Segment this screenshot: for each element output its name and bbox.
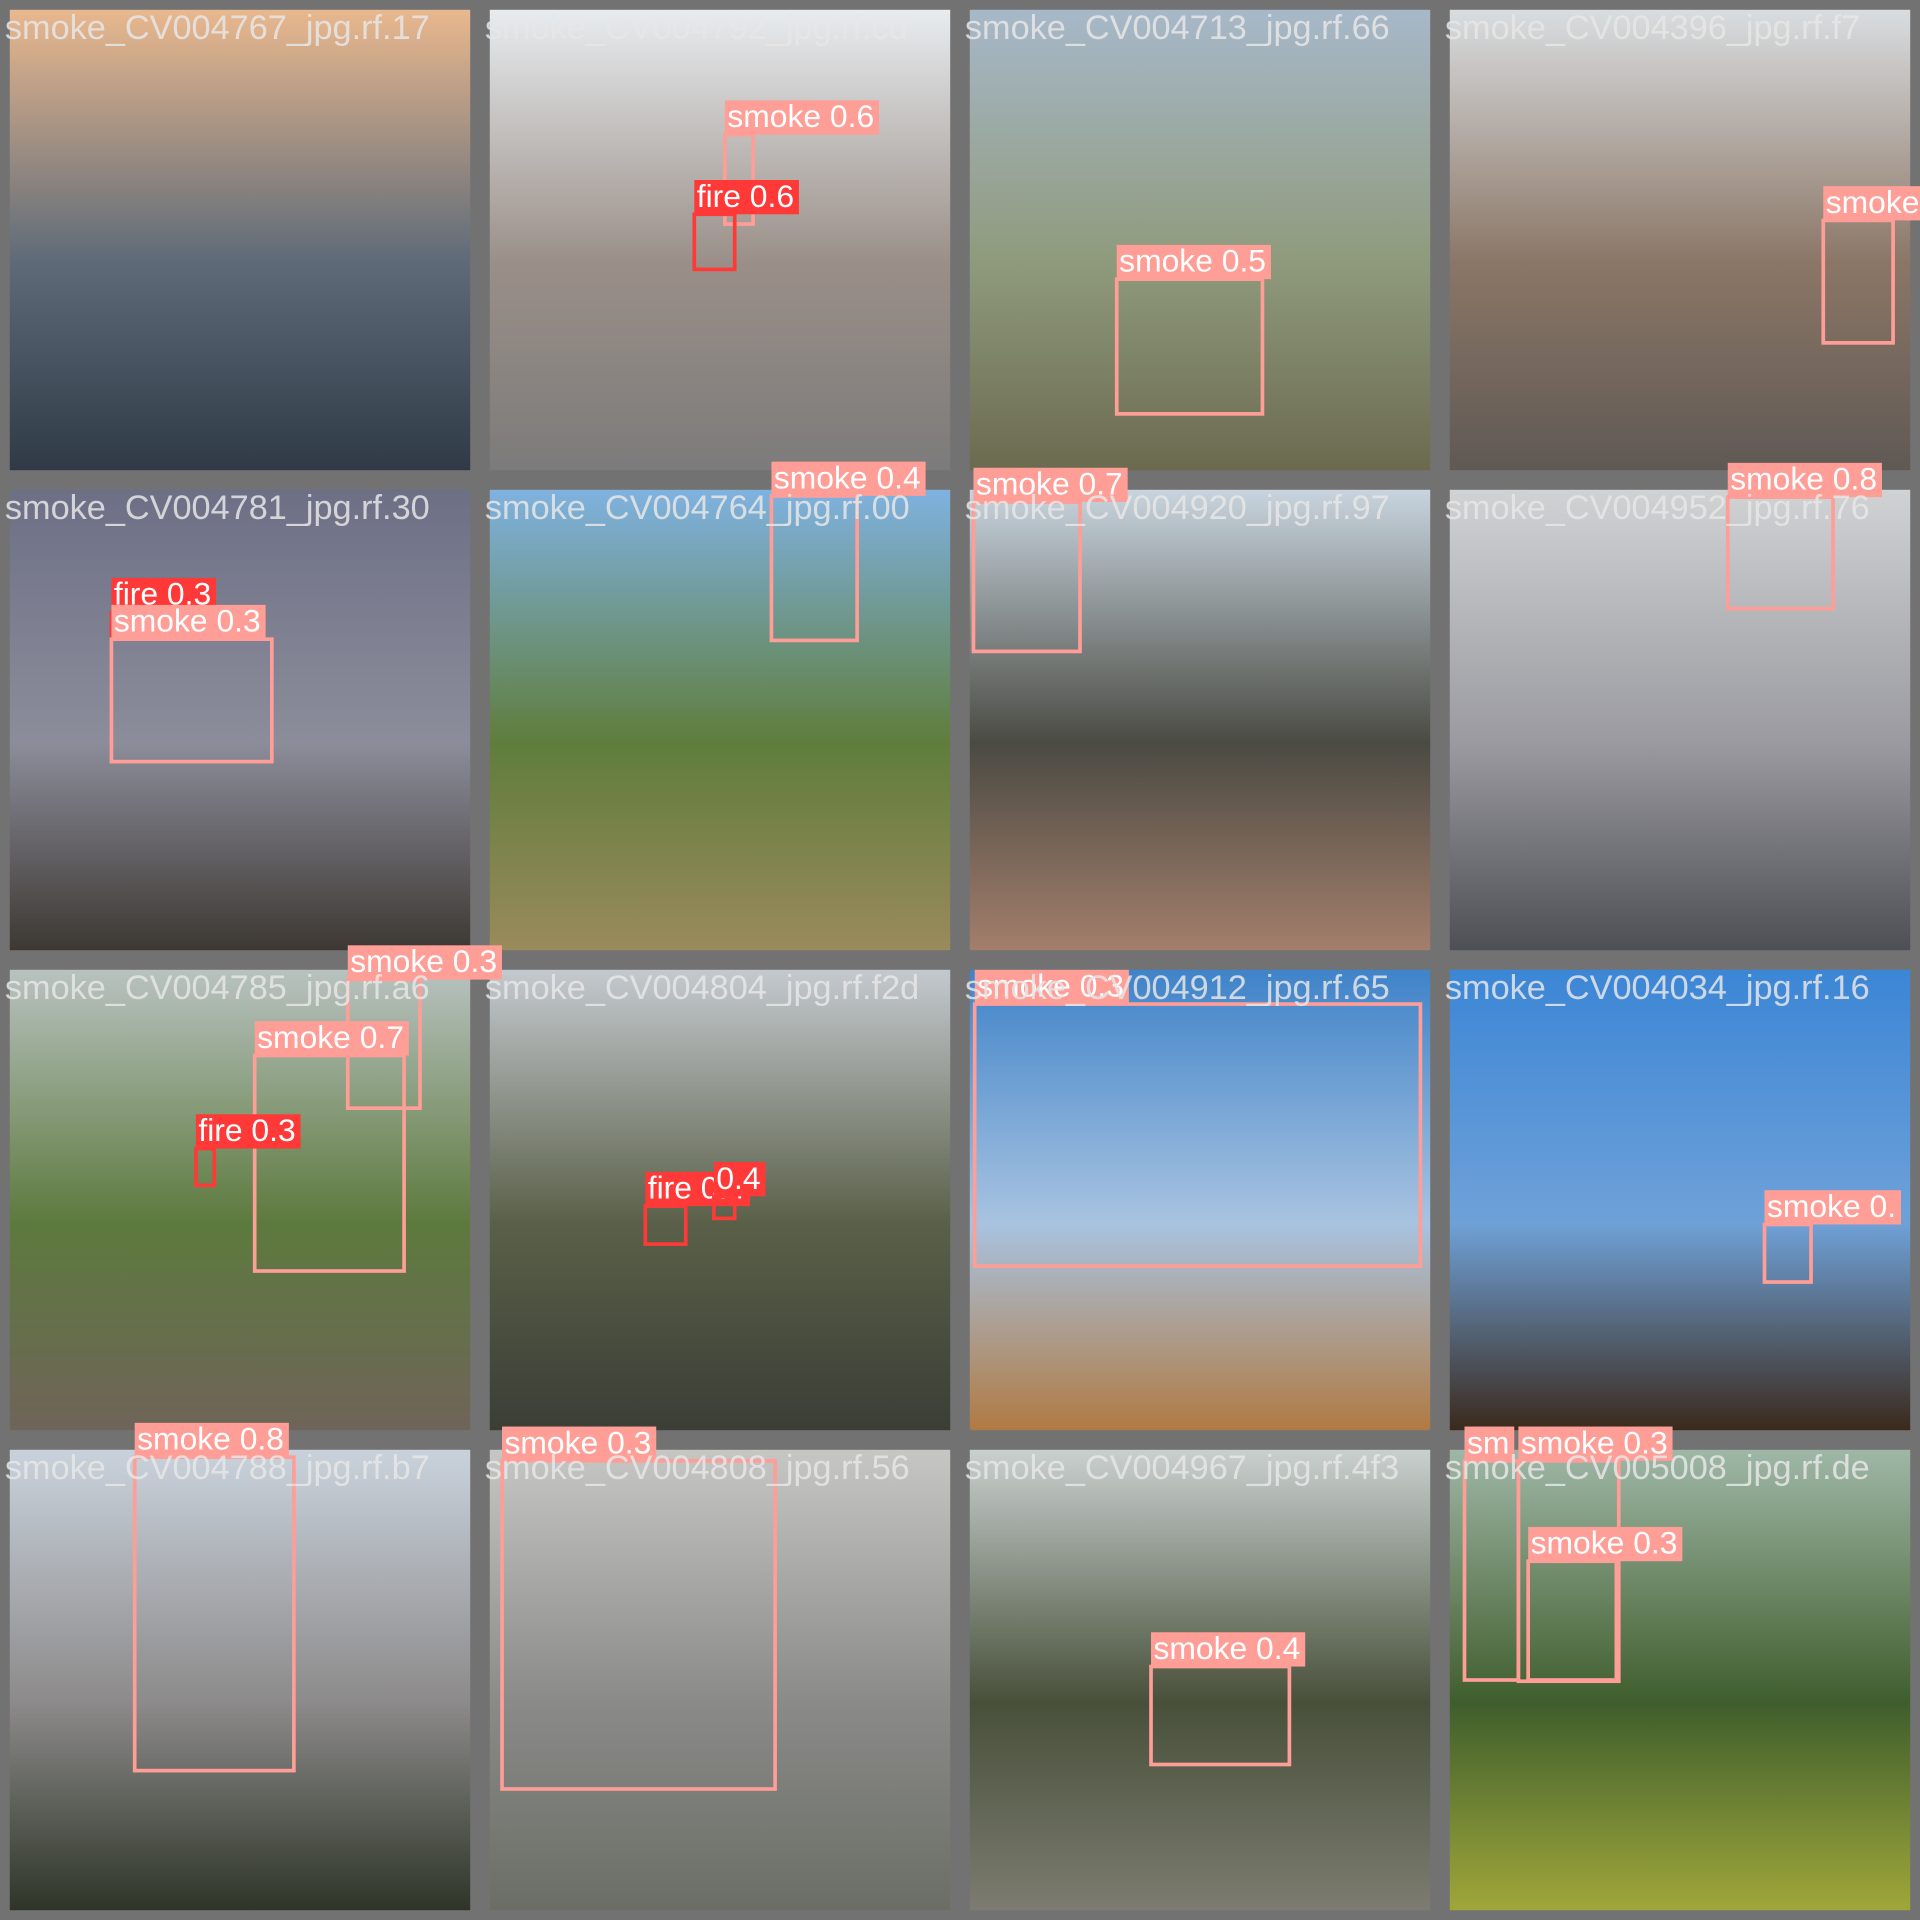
filename: smoke_CV004396_jpg.rf.f7 bbox=[1445, 9, 1860, 47]
label-background bbox=[254, 1021, 409, 1056]
detection-label: smoke 0.3 bbox=[977, 968, 1124, 1004]
detection-label: smoke 0.6 bbox=[727, 98, 874, 134]
photo bbox=[9, 1449, 471, 1911]
filename: smoke_CV004792_jpg.rf.cd bbox=[485, 9, 908, 47]
detection-label: smoke 0.4 bbox=[774, 459, 921, 495]
filename: smoke_CV004788_jpg.rf.b7 bbox=[5, 1449, 430, 1487]
detection-label: smoke 0.3 bbox=[350, 943, 497, 979]
photo bbox=[9, 9, 471, 471]
detection-label: smoke 0.3 bbox=[114, 603, 261, 639]
detection-label: smoke 0.8 bbox=[1730, 461, 1877, 497]
filename: smoke_CV004952_jpg.rf.76 bbox=[1445, 489, 1870, 527]
photo bbox=[969, 969, 1431, 1431]
filename: smoke_CV005008_jpg.rf.de bbox=[1445, 1449, 1870, 1487]
filename: smoke_CV004781_jpg.rf.30 bbox=[5, 489, 430, 527]
detection-box bbox=[252, 1053, 406, 1273]
photo bbox=[1449, 9, 1911, 471]
label-background bbox=[713, 1162, 766, 1197]
detection-label: smoke 0.8 bbox=[137, 1421, 284, 1457]
detection-label: smoke 0.3 bbox=[504, 1424, 651, 1460]
photo bbox=[969, 1449, 1431, 1911]
label-background bbox=[502, 1426, 657, 1461]
label-background bbox=[1823, 186, 1920, 221]
label-background bbox=[1764, 1190, 1901, 1225]
detection-label: smoke bbox=[1826, 184, 1920, 220]
detection-label: smoke 0.3 bbox=[1521, 1424, 1668, 1460]
photo bbox=[9, 489, 471, 951]
photo bbox=[489, 1449, 951, 1911]
filename: smoke_CV004967_jpg.rf.4f3 bbox=[965, 1449, 1399, 1487]
detection-label: smoke 0.5 bbox=[1119, 243, 1266, 279]
detection-label: smoke 0.3 bbox=[1531, 1525, 1678, 1561]
label-background bbox=[134, 1422, 289, 1458]
label-background bbox=[347, 945, 502, 980]
detection-label: smoke 0. bbox=[1767, 1188, 1896, 1224]
label-background bbox=[724, 100, 880, 135]
label-background bbox=[1464, 1426, 1515, 1461]
photo bbox=[969, 9, 1431, 471]
photo bbox=[1449, 489, 1911, 951]
label-background bbox=[111, 604, 266, 640]
label-background bbox=[694, 180, 799, 215]
label-background bbox=[1116, 244, 1271, 280]
filename: smoke_CV004804_jpg.rf.f2d bbox=[485, 969, 919, 1007]
label-background bbox=[1151, 1632, 1306, 1667]
filename: smoke_CV004920_jpg.rf.97 bbox=[965, 489, 1390, 527]
detection-label: smoke 0.7 bbox=[976, 466, 1123, 502]
photo bbox=[969, 489, 1431, 951]
label-background bbox=[1518, 1426, 1673, 1461]
detection-box bbox=[972, 1002, 1423, 1268]
filename: smoke_CV004785_jpg.rf.a6 bbox=[5, 969, 430, 1007]
photo bbox=[489, 9, 951, 471]
label-background bbox=[1528, 1526, 1683, 1562]
filename: smoke_CV004767_jpg.rf.17 bbox=[5, 9, 430, 47]
detection-label: sm bbox=[1467, 1424, 1509, 1460]
label-background bbox=[974, 969, 1129, 1005]
detection-label: 0.4 bbox=[716, 1160, 760, 1196]
filename: smoke_CV004034_jpg.rf.16 bbox=[1445, 969, 1870, 1007]
detection-label: smoke 0.4 bbox=[1153, 1630, 1300, 1666]
label-background bbox=[195, 1114, 301, 1149]
filename: smoke_CV004713_jpg.rf.66 bbox=[965, 9, 1390, 47]
photo bbox=[489, 489, 951, 951]
detection-box bbox=[1114, 277, 1265, 416]
filename: smoke_CV004764_jpg.rf.00 bbox=[485, 489, 910, 527]
detection-label: fire 0.3 bbox=[198, 1112, 295, 1148]
label-background bbox=[1727, 462, 1882, 498]
label-background bbox=[771, 461, 926, 496]
filename: smoke_CV004808_jpg.rf.56 bbox=[485, 1449, 910, 1487]
detection-label: fire 0.6 bbox=[697, 178, 794, 214]
filename: smoke_CV004912_jpg.rf.65 bbox=[965, 969, 1390, 1007]
label-background bbox=[973, 467, 1128, 503]
detection-label: smoke 0.7 bbox=[257, 1019, 404, 1055]
